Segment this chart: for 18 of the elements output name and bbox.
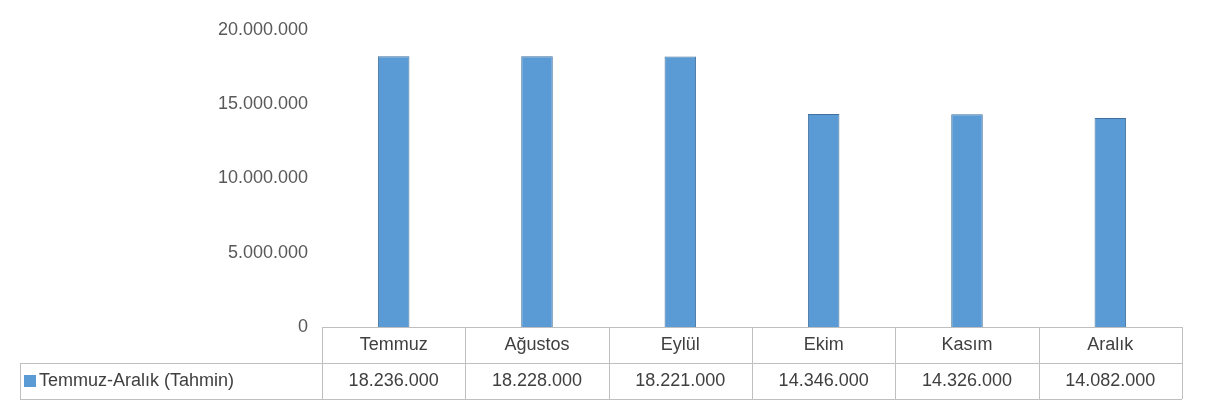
y-tick-label: 5.000.000 xyxy=(227,241,308,262)
x-tick-label: Temmuz xyxy=(359,333,428,354)
data-label: 18.228.000 xyxy=(491,369,583,390)
data-label: 18.221.000 xyxy=(635,369,726,390)
x-tick-label: Kasım xyxy=(941,333,993,354)
y-tick-label: 10.000.000 xyxy=(217,167,308,188)
data-label: 14.326.000 xyxy=(921,369,1013,390)
y-tick-label: 15.000.000 xyxy=(217,93,308,114)
y-tick-label: 20.000.000 xyxy=(217,18,308,39)
data-label: 14.346.000 xyxy=(778,369,869,390)
x-tick-label: Eylül xyxy=(660,333,700,354)
data-label: 18.236.000 xyxy=(348,369,439,390)
x-tick-label: Ekim xyxy=(803,333,844,354)
legend-label: Temmuz-Aralık (Tahmin) xyxy=(39,369,235,390)
x-tick-label: Aralık xyxy=(1087,333,1135,354)
x-tick-label: Ağustos xyxy=(504,333,570,354)
data-label: 14.082.000 xyxy=(1065,369,1156,390)
y-tick-label: 0 xyxy=(297,315,308,336)
